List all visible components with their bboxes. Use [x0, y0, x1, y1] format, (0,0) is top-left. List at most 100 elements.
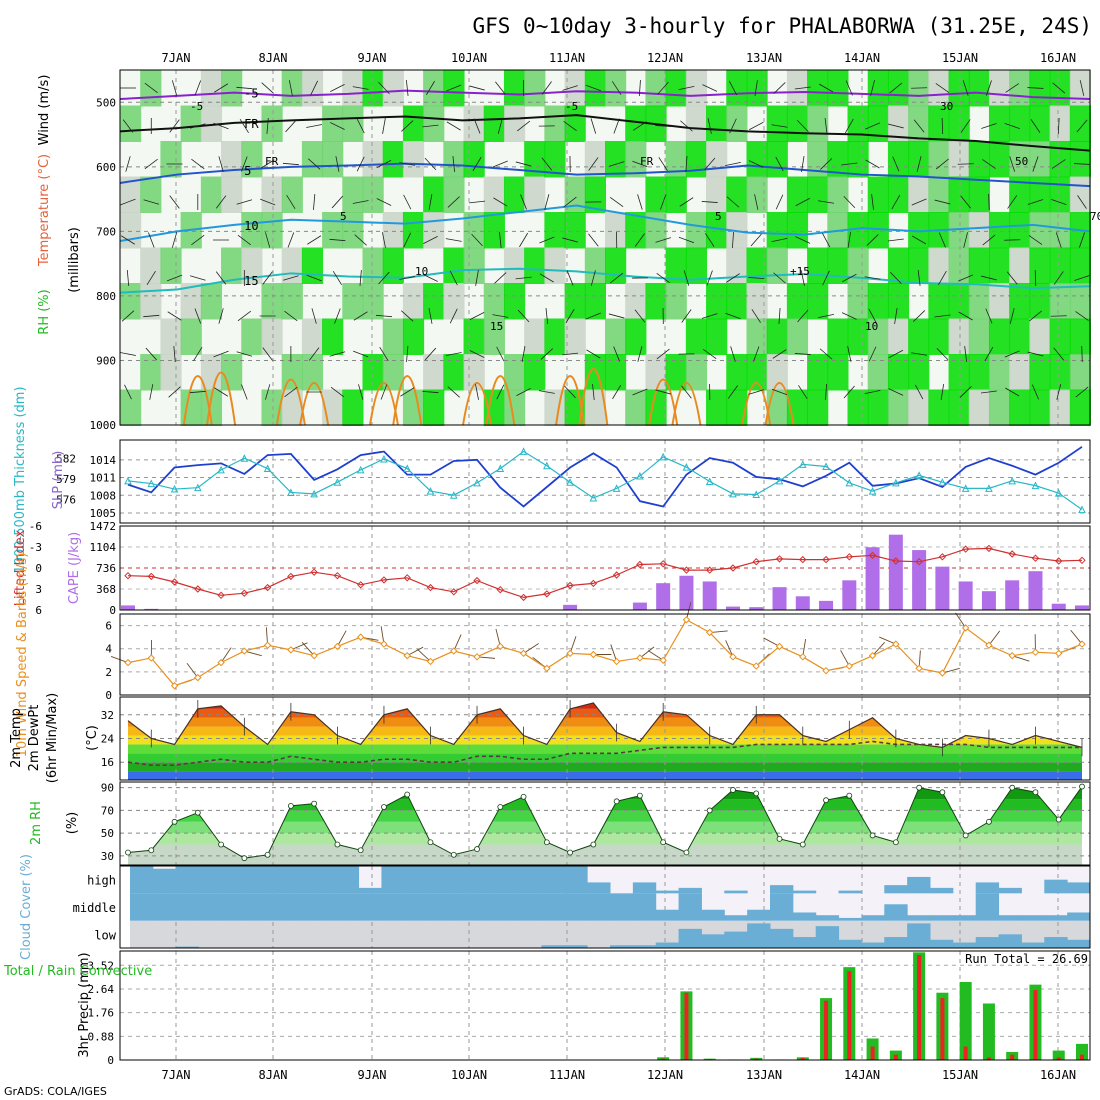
lifted-index-point — [938, 553, 947, 561]
wind-barb — [678, 236, 695, 244]
wind-barb — [981, 275, 997, 281]
rh-point — [892, 839, 899, 846]
rh-shade-cell — [382, 354, 404, 391]
rh-shade-cell — [200, 283, 223, 320]
wind-barb — [960, 195, 972, 209]
wind-tick-label: 6 — [105, 620, 112, 633]
wind-barb — [1051, 199, 1067, 205]
rh-shade-cell — [160, 141, 182, 178]
rh-shade-cell — [463, 141, 485, 178]
wind10-point — [985, 641, 993, 649]
wind-barb — [748, 121, 764, 131]
wind-barb — [892, 156, 900, 172]
rh-shade-cell — [362, 354, 384, 391]
rh-shade-cell — [665, 141, 687, 178]
cloud-high-bg — [655, 866, 680, 894]
cape-bar — [121, 605, 135, 610]
wind-barb — [541, 81, 552, 95]
precip-convective-bar — [800, 1057, 805, 1060]
wind-barb — [984, 346, 994, 362]
wind-barb — [911, 87, 928, 89]
rh-shade-cell — [1009, 354, 1031, 391]
warm-surface-contour — [671, 382, 702, 426]
wind-barb — [1034, 269, 1037, 287]
wind-barb — [701, 201, 718, 203]
cape-bar — [772, 587, 787, 610]
wind10-point — [310, 651, 318, 660]
wind-barb — [146, 271, 156, 285]
wind-tick-label: 4 — [105, 643, 112, 656]
cloud-low-cell — [815, 926, 840, 948]
wind-barb — [493, 197, 508, 207]
rh-shade-cell — [503, 354, 526, 391]
wind-barb — [331, 195, 344, 209]
wind-barb — [870, 80, 875, 96]
temp-band — [128, 702, 1082, 709]
temp-band — [128, 762, 1082, 772]
wind-tick-label: 0 — [105, 689, 112, 702]
wind-barb — [1053, 271, 1064, 285]
wind-barb — [632, 160, 648, 168]
wind-barb — [679, 197, 694, 207]
contour-label: 50 — [1015, 155, 1028, 168]
wind-barb — [843, 195, 856, 209]
rh-shade-cell — [948, 354, 970, 391]
rh-shade-cell — [625, 389, 647, 426]
wind-barb — [215, 195, 227, 209]
contour-label: FR — [640, 155, 654, 168]
wind-barb — [399, 162, 416, 166]
wind-barb — [282, 162, 299, 166]
wind-barb — [1053, 347, 1065, 361]
lifted-index-point — [263, 583, 272, 592]
rh-shade-cell — [726, 389, 748, 426]
rh-shade-cell — [887, 176, 910, 213]
lifted-index-point — [426, 583, 435, 592]
thickness-point — [380, 454, 388, 463]
wind-barb — [329, 351, 346, 357]
wind-barb — [798, 385, 808, 399]
cloud-middle-bg — [861, 893, 885, 921]
cloud-middle-cell — [701, 909, 725, 921]
cloud-low-cell — [884, 937, 908, 948]
wind-barb — [143, 199, 160, 205]
cloud-middle-cell — [564, 893, 588, 921]
wind-barb — [424, 157, 437, 171]
cloud-high-bg — [952, 866, 977, 894]
rh-shade-cell — [706, 176, 728, 213]
wind-barb — [1050, 315, 1067, 317]
rh-shade-cell — [423, 105, 445, 142]
wind-barb — [403, 194, 412, 210]
wind-barb — [962, 80, 969, 96]
temp-tick-label: 32 — [101, 709, 114, 722]
rh-shade-cell — [847, 105, 869, 142]
rh-shade-cell — [443, 354, 465, 391]
precip-tick-label: 1.76 — [88, 1007, 115, 1020]
precip-convective-bar — [917, 955, 922, 1060]
rh-shade-cell — [261, 105, 283, 142]
wind-barb — [144, 82, 158, 94]
cloud-high-cell — [427, 866, 451, 894]
cape-tick-label: 0 — [109, 604, 116, 617]
pressure-tick-label: 900 — [96, 354, 116, 367]
rh-shade-cell — [564, 212, 586, 249]
wind-barb — [403, 232, 412, 248]
wind-barb — [982, 234, 996, 246]
wind-barb — [891, 194, 901, 210]
rh-shade-cell — [342, 105, 364, 142]
wind-barb — [864, 276, 881, 280]
cloud-high-cell — [541, 866, 565, 894]
lifted-index-point — [868, 551, 877, 560]
rh-shade-cell — [726, 283, 748, 320]
wind-barb — [120, 198, 136, 206]
rh-shade-cell — [685, 70, 708, 107]
wind-barb — [825, 383, 828, 401]
cloud-row-label: low — [94, 928, 116, 942]
rh-shade-cell — [766, 389, 788, 426]
wind-barb — [447, 386, 460, 398]
wind-barb — [469, 200, 486, 204]
rh-shade-cell — [625, 141, 647, 178]
contour-label: 5 — [715, 210, 722, 223]
lifted-index-point — [985, 544, 993, 553]
rh2m-units-label: (%) — [65, 812, 80, 835]
cloud-high-bg — [724, 866, 748, 894]
